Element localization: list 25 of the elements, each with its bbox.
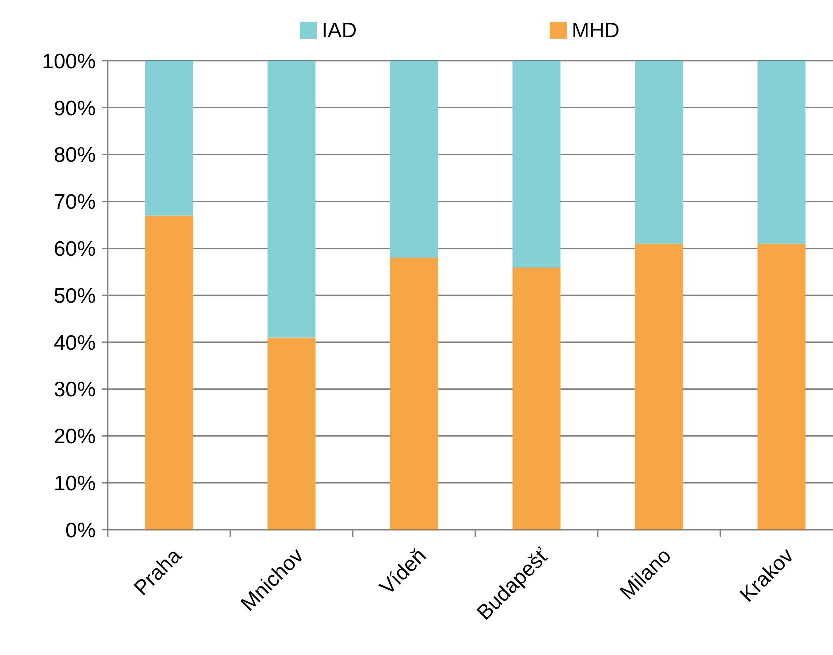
bar xyxy=(758,244,806,530)
y-tick-label: 70% xyxy=(54,191,96,214)
bar xyxy=(268,338,316,530)
y-tick-label: 50% xyxy=(54,284,96,308)
bar xyxy=(635,244,684,530)
bar xyxy=(145,216,194,530)
bar xyxy=(390,258,438,530)
bar xyxy=(390,61,438,258)
bar xyxy=(145,61,194,216)
legend-label: IAD xyxy=(322,19,358,42)
bar xyxy=(512,267,561,530)
y-tick-label: 10% xyxy=(54,472,96,496)
legend-label: MHD xyxy=(572,19,620,42)
y-tick-label: 100% xyxy=(42,50,96,74)
y-tick-label: 0% xyxy=(66,519,96,542)
bar xyxy=(512,61,561,268)
y-tick-label: 90% xyxy=(54,97,96,120)
y-tick-label: 40% xyxy=(54,332,96,355)
y-tick-label: 80% xyxy=(54,144,96,168)
y-tick-label: 60% xyxy=(54,238,96,261)
y-tick-label: 30% xyxy=(54,378,96,402)
bar xyxy=(635,61,684,244)
bar xyxy=(758,61,806,244)
bar xyxy=(268,61,316,338)
y-tick-label: 20% xyxy=(54,426,96,449)
